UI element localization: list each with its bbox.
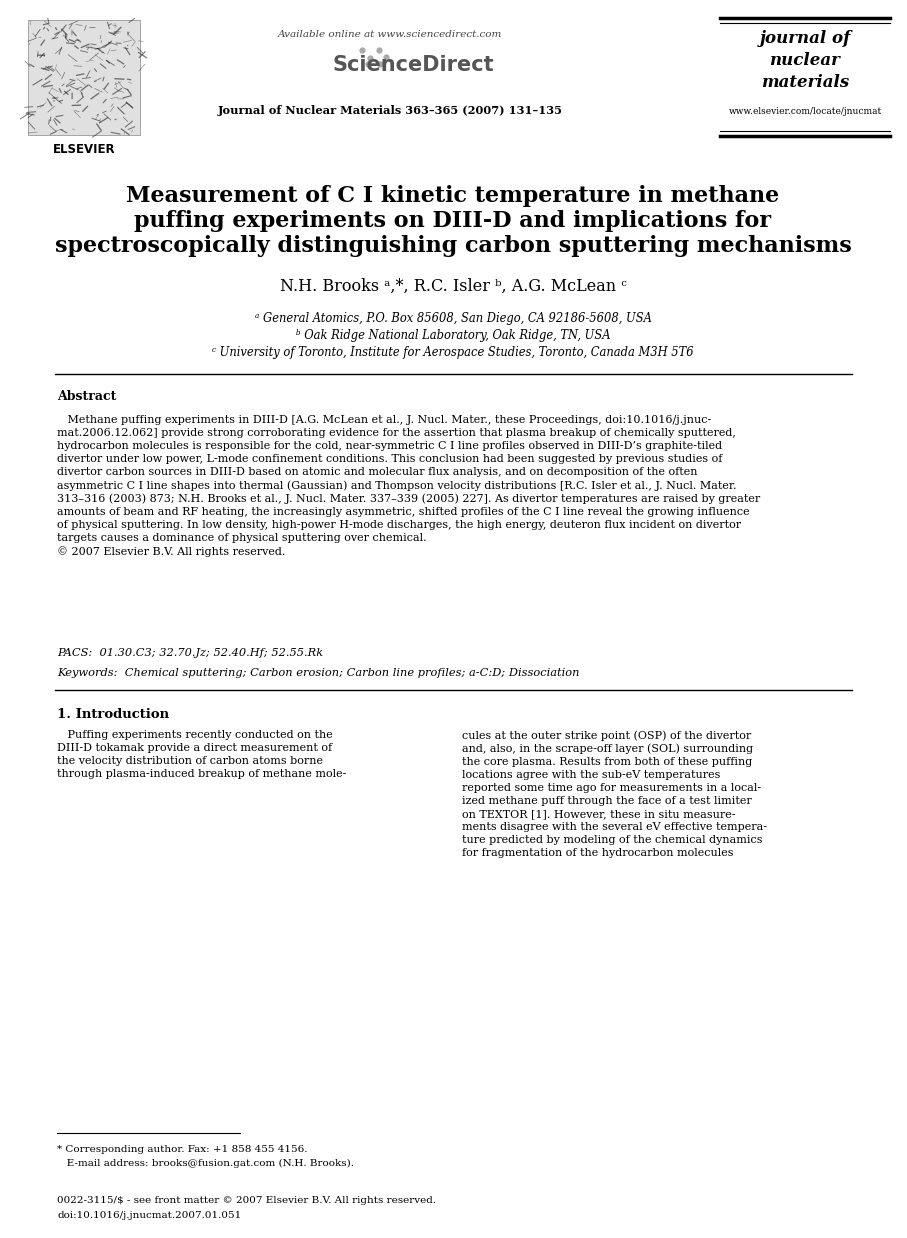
Text: doi:10.1016/j.jnucmat.2007.01.051: doi:10.1016/j.jnucmat.2007.01.051 [57, 1211, 241, 1219]
Text: Available online at www.sciencedirect.com: Available online at www.sciencedirect.co… [278, 30, 502, 40]
Text: N.H. Brooks ᵃ,*, R.C. Isler ᵇ, A.G. McLean ᶜ: N.H. Brooks ᵃ,*, R.C. Isler ᵇ, A.G. McLe… [279, 279, 627, 295]
Text: ᵃ General Atomics, P.O. Box 85608, San Diego, CA 92186-5608, USA: ᵃ General Atomics, P.O. Box 85608, San D… [255, 312, 651, 326]
Text: journal of: journal of [759, 30, 851, 47]
Text: ᶜ University of Toronto, Institute for Aerospace Studies, Toronto, Canada M3H 5T: ᶜ University of Toronto, Institute for A… [212, 345, 694, 359]
Bar [28, 20, 140, 135]
Text: E-mail address: brooks@fusion.gat.com (N.H. Brooks).: E-mail address: brooks@fusion.gat.com (N… [57, 1159, 354, 1169]
Text: puffing experiments on DIII-D and implications for: puffing experiments on DIII-D and implic… [134, 210, 772, 232]
Text: ELSEVIER: ELSEVIER [53, 144, 115, 156]
Text: ᵇ Oak Ridge National Laboratory, Oak Ridge, TN, USA: ᵇ Oak Ridge National Laboratory, Oak Rid… [296, 329, 610, 342]
Text: Journal of Nuclear Materials 363–365 (2007) 131–135: Journal of Nuclear Materials 363–365 (20… [218, 105, 562, 116]
Text: Puffing experiments recently conducted on the
DIII-D tokamak provide a direct me: Puffing experiments recently conducted o… [57, 730, 346, 779]
Text: Measurement of C I kinetic temperature in methane: Measurement of C I kinetic temperature i… [126, 184, 780, 207]
Text: PACS:  01.30.C3; 32.70.Jz; 52.40.Hf; 52.55.Rk: PACS: 01.30.C3; 32.70.Jz; 52.40.Hf; 52.5… [57, 647, 323, 659]
Text: Abstract: Abstract [57, 390, 116, 404]
Text: Methane puffing experiments in DIII-D [A.G. McLean et al., J. Nucl. Mater., thes: Methane puffing experiments in DIII-D [A… [57, 415, 760, 557]
Text: nuclear: nuclear [769, 52, 841, 69]
Text: cules at the outer strike point (OSP) of the divertor
and, also, in the scrape-o: cules at the outer strike point (OSP) of… [462, 730, 767, 858]
Text: www.elsevier.com/locate/jnucmat: www.elsevier.com/locate/jnucmat [728, 106, 882, 116]
Text: materials: materials [761, 74, 849, 92]
Text: 0022-3115/$ - see front matter © 2007 Elsevier B.V. All rights reserved.: 0022-3115/$ - see front matter © 2007 El… [57, 1196, 436, 1205]
Text: * Corresponding author. Fax: +1 858 455 4156.: * Corresponding author. Fax: +1 858 455 … [57, 1145, 307, 1154]
Text: spectroscopically distinguishing carbon sputtering mechanisms: spectroscopically distinguishing carbon … [54, 235, 852, 258]
Text: 1. Introduction: 1. Introduction [57, 708, 169, 721]
Text: Keywords:  Chemical sputtering; Carbon erosion; Carbon line profiles; a-C:D; Dis: Keywords: Chemical sputtering; Carbon er… [57, 669, 580, 678]
Text: ScienceDirect: ScienceDirect [332, 54, 493, 76]
